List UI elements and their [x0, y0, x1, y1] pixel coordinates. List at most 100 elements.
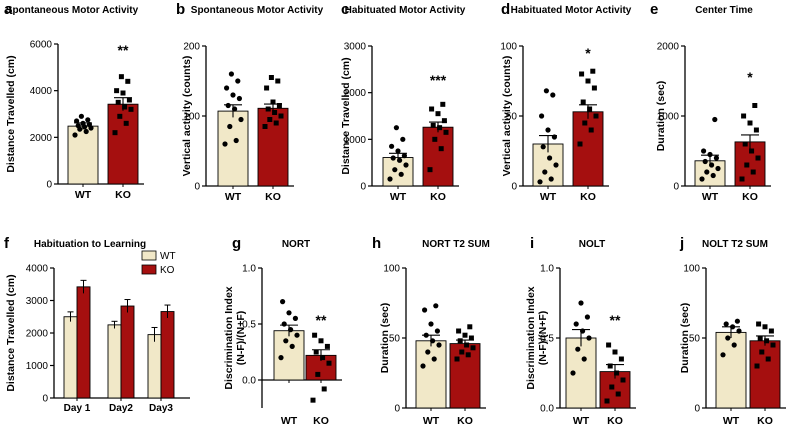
panel-g-point-ko	[326, 360, 332, 366]
panel-e-point-wt	[707, 151, 713, 158]
panel-i-title: NOLT	[579, 239, 605, 250]
panel-h-point-ko	[465, 352, 471, 358]
panel-e-point-ko	[752, 103, 758, 108]
panel-h-point-ko	[468, 335, 474, 341]
panel-j-category-label: KO	[757, 415, 773, 427]
panel-b-point-ko	[275, 78, 281, 84]
panel-d-point-wt	[542, 169, 548, 175]
panel-c-category-label: KO	[430, 191, 446, 203]
panel-c-ytick-label: 3000	[344, 42, 367, 53]
panel-e-point-ko	[753, 127, 759, 133]
panel-a-significance: **	[118, 42, 129, 58]
panel-g-category-label: KO	[313, 415, 329, 427]
panel-d-point-wt	[550, 92, 556, 98]
panel-e-point-ko	[750, 169, 756, 175]
panel-e-ylabel: Duration (sec)	[655, 81, 667, 152]
panel-h-ytick-label: 100	[383, 264, 400, 275]
panel-i-point-wt	[581, 356, 587, 362]
panel-d-point-ko	[580, 99, 586, 105]
panel-d-ylabel: Vertical activity (counts)	[501, 56, 513, 177]
panel-c-point-ko	[441, 118, 447, 124]
panel-h-point-wt	[431, 356, 437, 362]
panel-c-point-ko	[437, 125, 443, 131]
panel-d-point-ko	[585, 78, 591, 84]
panel-a-point-wt	[83, 128, 89, 135]
panel-d-point-ko	[582, 120, 588, 126]
panel-j-title: NOLT T2 SUM	[702, 239, 768, 250]
panel-c-point-wt	[398, 171, 404, 177]
panel-i-point-ko	[614, 370, 620, 376]
panel-b-point-wt	[236, 95, 242, 102]
panel-c-point-wt	[390, 155, 396, 161]
panel-d-point-ko	[593, 113, 599, 119]
panel-b-point-wt	[228, 71, 234, 77]
panel-g-point-ko	[312, 332, 318, 338]
panel-g-point-wt	[278, 355, 284, 361]
panel-g-point-wt	[294, 332, 300, 338]
panel-d-category-label: KO	[580, 191, 596, 203]
panel-b-point-wt	[233, 137, 239, 144]
panel-e-point-wt	[713, 155, 720, 161]
panel-j-ytick-label: 50	[689, 334, 701, 345]
panel-a-point-ko	[125, 78, 131, 84]
panel-i-ytick-label: 1.0	[540, 264, 554, 275]
panel-b-ytick-label: 0	[194, 182, 200, 193]
panel-j-letter: j	[679, 235, 684, 252]
panel-g-bar-wt	[273, 330, 305, 381]
panel-c-title: Habituated Motor Activity	[345, 5, 466, 16]
panel-b-ytick-label: 200	[183, 42, 200, 53]
panel-f-legend-swatch-ko	[141, 264, 157, 275]
panel-b-bar-ko	[257, 107, 289, 187]
panel-i-bar-wt	[565, 337, 597, 409]
panel-i-ytick-label: 0.0	[540, 404, 554, 415]
panel-j-point-ko	[756, 321, 762, 327]
panel-b-title: Spontaneous Motor Activity	[191, 5, 324, 16]
panel-d-point-wt	[553, 162, 559, 168]
panel-j-point-wt	[734, 318, 741, 324]
panel-f-ytick-label: 2000	[26, 329, 49, 340]
panel-h-ylabel: Duration (sec)	[379, 303, 391, 374]
panel-i-point-wt	[586, 335, 592, 341]
panel-a-point-wt	[72, 132, 78, 138]
panel-a-point-ko	[115, 99, 121, 105]
panel-b-point-ko	[278, 113, 284, 119]
panel-c-category-label: WT	[390, 191, 407, 203]
panel-b-letter: b	[176, 1, 185, 18]
panel-c-point-wt	[389, 143, 395, 149]
panel-f-bar-ko	[160, 311, 175, 399]
panel-f-ytick-label: 3000	[26, 296, 49, 307]
panel-e-category-label: KO	[742, 191, 758, 203]
panel-h-point-ko	[462, 332, 468, 338]
panel-j-category-label: WT	[723, 415, 740, 427]
panel-a-ytick-label: 0	[46, 180, 52, 191]
panel-f-bar-ko	[120, 305, 135, 399]
panel-f-bar-wt	[147, 334, 162, 399]
panel-h-point-ko	[459, 349, 465, 355]
panel-a-point-ko	[128, 106, 134, 112]
panel-a-point-ko	[117, 113, 123, 119]
panel-j-ytick-label: 100	[683, 264, 700, 275]
panel-j-point-ko	[764, 338, 770, 344]
panel-d-point-ko	[587, 106, 593, 112]
panel-g-point-ko	[313, 349, 319, 355]
panel-e-point-wt	[712, 116, 718, 123]
panel-b-point-wt	[227, 123, 233, 130]
panel-b-point-ko	[276, 103, 282, 108]
panel-h-category-label: KO	[457, 415, 473, 427]
panel-f-legend-label-wt: WT	[160, 251, 176, 262]
panel-b-point-wt	[225, 102, 231, 109]
panel-j-point-ko	[757, 335, 763, 341]
panel-d-point-wt	[540, 144, 546, 150]
panel-c-point-ko	[438, 146, 444, 152]
panel-f-category-label: Day3	[149, 403, 173, 414]
panel-f-ylabel: Distance Travelled (cm)	[5, 274, 17, 391]
panel-h-letter: h	[372, 235, 381, 252]
panel-e-point-wt	[702, 158, 708, 165]
panel-c-letter: c	[341, 1, 349, 18]
panel-j-point-wt	[725, 335, 731, 341]
panel-e-point-ko	[747, 120, 753, 126]
panel-i-point-ko	[609, 384, 615, 390]
panel-b-point-ko	[270, 99, 276, 105]
panel-d-point-ko	[590, 68, 596, 74]
panel-a-ytick-label: 4000	[30, 86, 53, 97]
